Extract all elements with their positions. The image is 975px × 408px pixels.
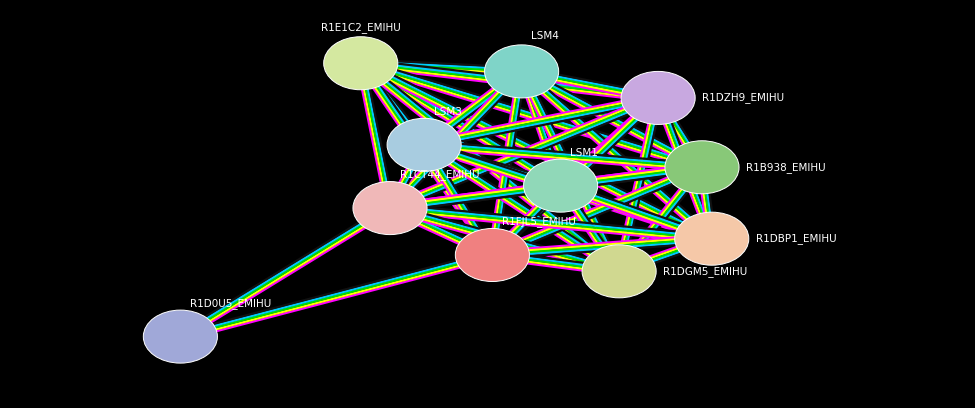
Text: R1B938_EMIHU: R1B938_EMIHU (746, 162, 826, 173)
Text: R1E1C2_EMIHU: R1E1C2_EMIHU (321, 22, 401, 33)
Ellipse shape (582, 245, 656, 298)
Text: R1CT44_EMIHU: R1CT44_EMIHU (400, 169, 480, 180)
Ellipse shape (665, 141, 739, 194)
Text: LSM1: LSM1 (570, 148, 599, 158)
Ellipse shape (143, 310, 217, 363)
Text: R1DGM5_EMIHU: R1DGM5_EMIHU (663, 266, 747, 277)
Ellipse shape (324, 37, 398, 90)
Ellipse shape (675, 212, 749, 265)
Text: LSM3: LSM3 (434, 107, 462, 117)
Ellipse shape (485, 45, 559, 98)
Ellipse shape (621, 71, 695, 124)
Ellipse shape (387, 118, 461, 171)
Text: R1DBP1_EMIHU: R1DBP1_EMIHU (756, 233, 837, 244)
Text: LSM4: LSM4 (531, 31, 560, 41)
Ellipse shape (353, 182, 427, 235)
Ellipse shape (524, 159, 598, 212)
Text: R1D0U5_EMIHU: R1D0U5_EMIHU (190, 298, 271, 309)
Ellipse shape (455, 228, 529, 282)
Text: R1DZH9_EMIHU: R1DZH9_EMIHU (702, 93, 784, 103)
Text: R1FJL5_EMIHU: R1FJL5_EMIHU (502, 216, 576, 227)
